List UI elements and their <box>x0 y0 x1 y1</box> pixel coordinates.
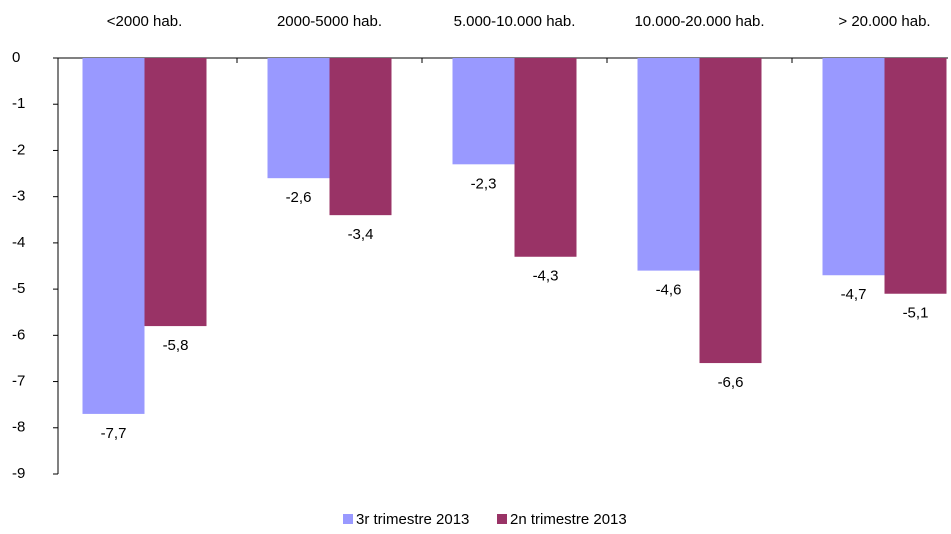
bar <box>884 58 947 294</box>
x-tick-label: 5.000-10.000 hab. <box>454 13 576 30</box>
y-tick-label: -1 <box>12 95 25 112</box>
bar <box>699 58 762 364</box>
y-tick-label: -5 <box>12 280 25 297</box>
bar <box>82 58 145 414</box>
value-label: -4,7 <box>841 286 867 303</box>
value-label: -7,7 <box>101 425 127 442</box>
y-tick-label: -6 <box>12 326 25 343</box>
bar <box>822 58 885 276</box>
value-label: -5,8 <box>163 337 189 354</box>
value-label: -3,4 <box>348 226 374 243</box>
value-label: -5,1 <box>903 305 929 322</box>
value-label: -2,6 <box>286 189 312 206</box>
y-tick-label: 0 <box>12 49 20 66</box>
y-tick-label: -2 <box>12 141 25 158</box>
y-tick-label: -4 <box>12 234 25 251</box>
x-tick-label: <2000 hab. <box>107 13 183 30</box>
y-tick-label: -8 <box>12 419 25 436</box>
x-tick-label: 10.000-20.000 hab. <box>634 13 764 30</box>
legend-swatch <box>343 514 353 524</box>
value-label: -2,3 <box>471 175 497 192</box>
bar <box>637 58 700 271</box>
value-label: -4,3 <box>533 268 559 285</box>
legend-label: 3r trimestre 2013 <box>356 511 469 528</box>
legend-label: 2n trimestre 2013 <box>510 511 627 528</box>
y-tick-label: -3 <box>12 188 25 205</box>
x-tick-label: > 20.000 hab. <box>838 13 930 30</box>
bar <box>329 58 392 216</box>
y-tick-label: -7 <box>12 373 25 390</box>
bar <box>514 58 577 257</box>
bar <box>144 58 207 327</box>
bar <box>452 58 515 165</box>
value-label: -4,6 <box>656 282 682 299</box>
bar <box>267 58 330 179</box>
value-label: -6,6 <box>718 374 744 391</box>
legend-swatch <box>497 514 507 524</box>
y-tick-label: -9 <box>12 465 25 482</box>
x-tick-label: 2000-5000 hab. <box>277 13 382 30</box>
